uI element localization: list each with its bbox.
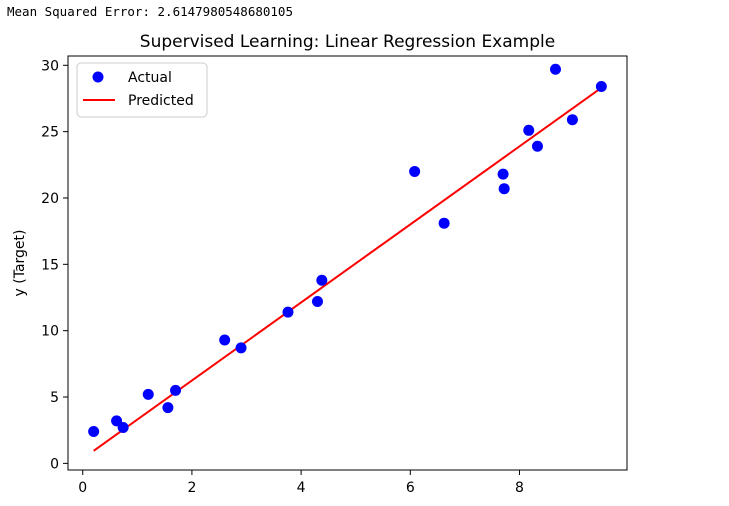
series-layer: [88, 63, 607, 452]
actual-data-point: [282, 306, 294, 318]
y-axis-label: y (Target): [12, 230, 28, 297]
actual-data-point: [498, 183, 510, 195]
actual-data-point: [219, 334, 231, 346]
y-tick-label: 25: [41, 125, 59, 141]
legend-label: Actual: [128, 70, 172, 86]
actual-data-point: [438, 217, 450, 229]
actual-data-point: [549, 63, 561, 75]
y-tick-label: 30: [41, 58, 59, 74]
actual-data-point: [523, 124, 535, 136]
actual-data-point: [142, 388, 154, 400]
actual-data-point: [316, 274, 328, 286]
x-tick-label: 8: [515, 480, 524, 496]
y-tick-label: 20: [41, 191, 59, 207]
chart-title: Supervised Learning: Linear Regression E…: [140, 32, 555, 52]
x-tick-label: 0: [78, 480, 87, 496]
y-tick-label: 15: [41, 257, 59, 273]
actual-data-point: [117, 422, 129, 434]
legend-label: Predicted: [128, 93, 194, 109]
x-tick-label: 6: [406, 480, 415, 496]
actual-data-point: [88, 426, 100, 438]
actual-data-point: [235, 342, 247, 354]
y-axis: 0 5 10 15 20 25 30: [41, 58, 68, 472]
actual-data-point: [531, 140, 543, 152]
plot-area: [67, 55, 628, 471]
legend-marker-actual: [92, 71, 104, 83]
actual-data-point: [170, 384, 182, 396]
y-tick-label: 0: [50, 456, 59, 472]
x-tick-label: 4: [297, 480, 306, 496]
y-tick-label: 5: [50, 390, 59, 406]
y-tick-label: 10: [41, 324, 59, 340]
actual-data-point: [409, 165, 421, 177]
x-tick-label: 2: [187, 480, 196, 496]
actual-data-point: [162, 402, 174, 414]
legend-box: [76, 62, 208, 118]
actual-data-point: [566, 114, 578, 126]
actual-data-point: [595, 81, 607, 93]
actual-data-point: [497, 168, 509, 180]
mse-output-text: Mean Squared Error: 2.6147980548680105: [7, 4, 293, 19]
actual-data-point: [311, 295, 323, 307]
legend: Actual Predicted: [76, 62, 208, 118]
x-axis: 0 2 4 6 8: [78, 470, 524, 496]
